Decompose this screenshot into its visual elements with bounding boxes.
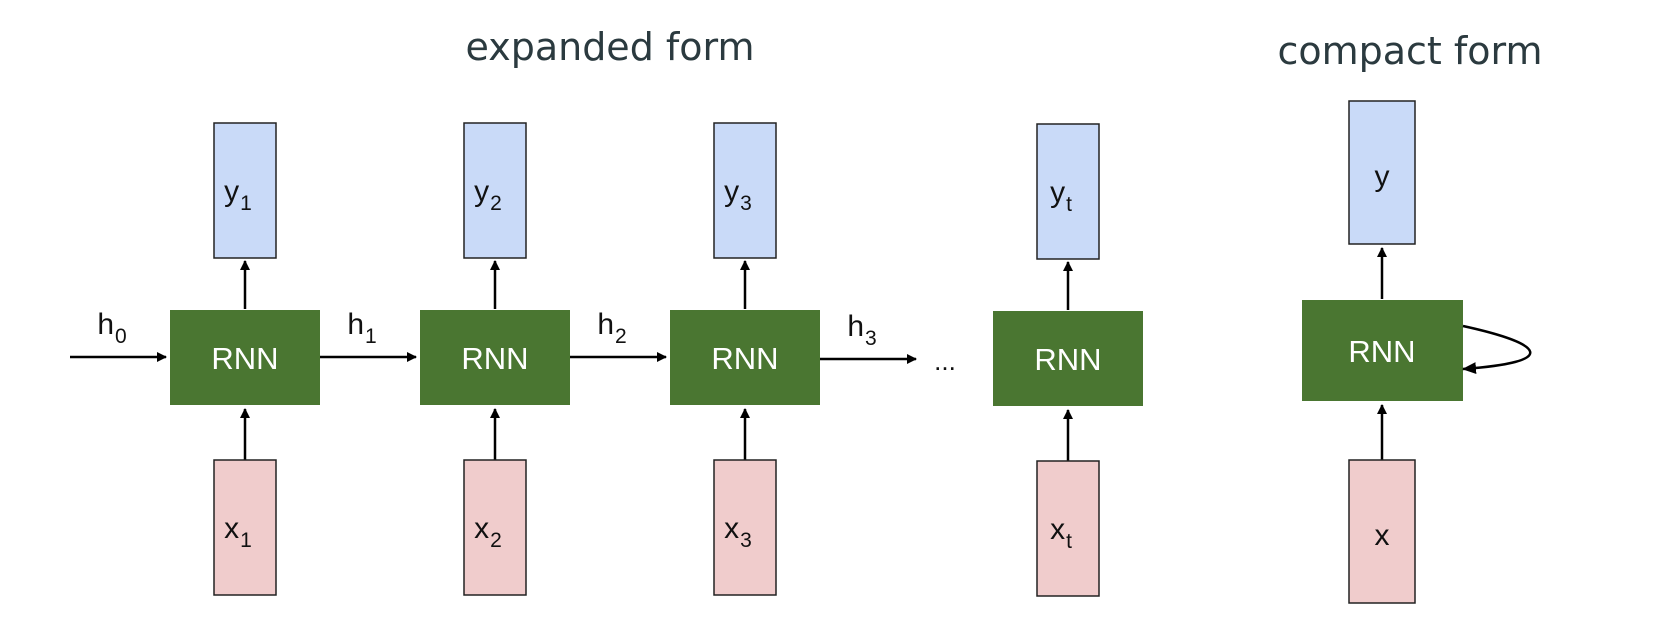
rnn-label-1: RNN: [211, 341, 278, 376]
output-box-y3: [713, 122, 777, 259]
compact-rnn-label: RNN: [1348, 334, 1415, 369]
output-box-yt: [1036, 123, 1100, 260]
hidden-label-h2: h2: [597, 308, 626, 348]
input-label-x2: x2: [474, 512, 502, 552]
compact-form-title: compact form: [1277, 29, 1542, 73]
hidden-label-h1: h1: [347, 308, 376, 348]
expanded-form-title: expanded form: [466, 25, 755, 69]
input-box-x3: [713, 459, 777, 596]
compact-rnn: y RNN x: [1302, 100, 1532, 604]
compact-input-box-x: [1348, 459, 1416, 604]
output-box-y1: [213, 122, 277, 259]
compact-input-label-x: x: [1375, 519, 1390, 552]
hidden-label-h0: h0: [97, 308, 126, 348]
rnn-label-t: RNN: [1034, 342, 1101, 377]
rnn-block-2: [420, 310, 570, 405]
rnn-cell-t: yt RNN xt: [993, 123, 1143, 597]
rnn-label-3: RNN: [711, 341, 778, 376]
compact-rnn-block: [1302, 300, 1463, 401]
rnn-label-2: RNN: [461, 341, 528, 376]
hidden-label-h3: h3: [847, 310, 876, 350]
rnn-cell-3: y3 RNN x3: [670, 122, 820, 596]
input-label-x3: x3: [724, 512, 752, 552]
input-box-x2: [463, 459, 527, 596]
rnn-block-3: [670, 310, 820, 405]
compact-output-box-y: [1348, 100, 1416, 245]
input-label-xt: xt: [1050, 513, 1072, 553]
rnn-block-1: [170, 310, 320, 405]
rnn-block-t: [993, 311, 1143, 406]
output-label-yt: yt: [1050, 176, 1072, 216]
input-box-x1: [213, 459, 277, 596]
output-label-y1: y1: [224, 175, 252, 215]
input-box-xt: [1036, 460, 1100, 597]
rnn-cell-1: y1 RNN x1: [170, 122, 320, 596]
rnn-cell-2: y2 RNN x2: [420, 122, 570, 596]
input-label-x1: x1: [224, 512, 252, 552]
output-label-y3: y3: [724, 175, 752, 215]
recurrent-loop-arrow: [1462, 324, 1532, 375]
output-box-y2: [463, 122, 527, 259]
compact-output-label-y: y: [1375, 160, 1390, 193]
output-label-y2: y2: [474, 175, 502, 215]
ellipsis: ...: [934, 346, 956, 376]
